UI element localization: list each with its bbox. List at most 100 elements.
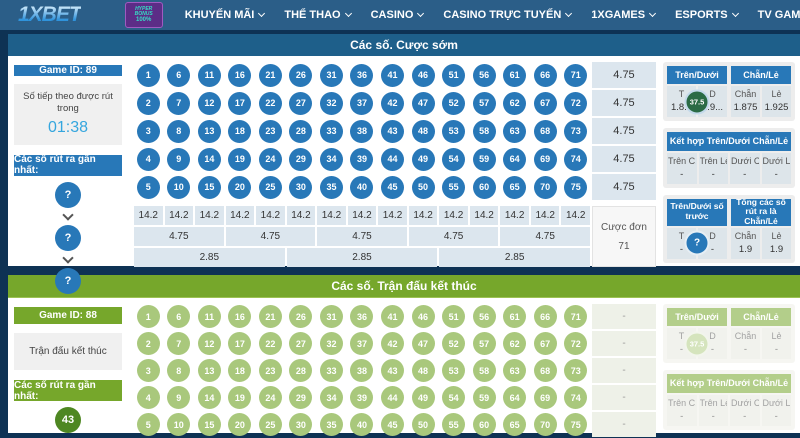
group3-odds-cell[interactable]: 4.75 — [225, 227, 316, 246]
even-cell[interactable]: Chẵn 1.875 — [731, 86, 760, 118]
group3-odds-cell[interactable]: 4.75 — [408, 227, 499, 246]
column-odds-cell[interactable]: 14.2 — [134, 206, 163, 225]
row-odds-cell[interactable]: 4.75 — [591, 62, 656, 88]
number-47[interactable]: 47 — [411, 332, 435, 355]
number-35[interactable]: 35 — [319, 175, 343, 199]
number-70[interactable]: 70 — [533, 175, 557, 199]
number-42[interactable]: 42 — [381, 91, 405, 115]
number-10[interactable]: 10 — [167, 175, 191, 199]
number-22[interactable]: 22 — [258, 332, 282, 355]
column-odds-cell[interactable]: 14.2 — [530, 206, 560, 225]
number-25[interactable]: 25 — [258, 413, 282, 436]
number-34[interactable]: 34 — [319, 147, 343, 171]
nav-item-khuy-n-m-i[interactable]: KHUYẾN MÃI — [185, 9, 266, 21]
number-67[interactable]: 67 — [533, 332, 557, 355]
row-odds-cell[interactable]: 4.75 — [591, 90, 656, 116]
number-17[interactable]: 17 — [228, 332, 252, 355]
number-18[interactable]: 18 — [228, 119, 252, 143]
number-4[interactable]: 4 — [136, 386, 160, 409]
number-36[interactable]: 36 — [350, 305, 374, 328]
odd-cell[interactable]: Lẻ 1.925 — [762, 86, 791, 118]
column-odds-cell[interactable]: 14.2 — [164, 206, 194, 225]
number-30[interactable]: 30 — [289, 175, 313, 199]
number-63[interactable]: 63 — [503, 119, 527, 143]
number-61[interactable]: 61 — [503, 305, 527, 328]
number-51[interactable]: 51 — [442, 305, 466, 328]
number-39[interactable]: 39 — [350, 147, 374, 171]
group3-odds-cell[interactable]: 4.75 — [500, 227, 590, 246]
number-37[interactable]: 37 — [350, 91, 374, 115]
number-3[interactable]: 3 — [136, 359, 160, 382]
number-38[interactable]: 38 — [350, 119, 374, 143]
number-54[interactable]: 54 — [442, 147, 466, 171]
number-11[interactable]: 11 — [197, 63, 221, 87]
number-68[interactable]: 68 — [533, 359, 557, 382]
number-66[interactable]: 66 — [533, 305, 557, 328]
number-75[interactable]: 75 — [564, 413, 588, 436]
number-44[interactable]: 44 — [381, 386, 405, 409]
column-odds-cell[interactable]: 14.2 — [469, 206, 499, 225]
number-62[interactable]: 62 — [503, 332, 527, 355]
number-26[interactable]: 26 — [289, 63, 313, 87]
brand-logo[interactable]: 1XBET — [18, 3, 82, 26]
number-45[interactable]: 45 — [381, 175, 405, 199]
number-50[interactable]: 50 — [411, 413, 435, 436]
group5-odds-cell[interactable]: 2.85 — [134, 248, 285, 267]
number-29[interactable]: 29 — [289, 147, 313, 171]
column-odds-cell[interactable]: 14.2 — [439, 206, 468, 225]
number-53[interactable]: 53 — [442, 119, 466, 143]
number-47[interactable]: 47 — [411, 91, 435, 115]
number-48[interactable]: 48 — [411, 119, 435, 143]
number-41[interactable]: 41 — [381, 63, 405, 87]
number-45[interactable]: 45 — [381, 413, 405, 436]
column-odds-cell[interactable]: 14.2 — [286, 206, 316, 225]
number-69[interactable]: 69 — [533, 386, 557, 409]
number-27[interactable]: 27 — [289, 332, 313, 355]
number-33[interactable]: 33 — [319, 119, 343, 143]
number-10[interactable]: 10 — [167, 413, 191, 436]
number-13[interactable]: 13 — [197, 359, 221, 382]
number-40[interactable]: 40 — [350, 175, 374, 199]
number-15[interactable]: 15 — [197, 413, 221, 436]
number-63[interactable]: 63 — [503, 359, 527, 382]
number-40[interactable]: 40 — [350, 413, 374, 436]
number-12[interactable]: 12 — [197, 91, 221, 115]
number-23[interactable]: 23 — [258, 359, 282, 382]
number-44[interactable]: 44 — [381, 147, 405, 171]
number-72[interactable]: 72 — [564, 91, 588, 115]
number-74[interactable]: 74 — [564, 386, 588, 409]
number-69[interactable]: 69 — [533, 147, 557, 171]
number-72[interactable]: 72 — [564, 332, 588, 355]
number-21[interactable]: 21 — [258, 63, 282, 87]
nav-item-casino-tr-c-tuy-n[interactable]: CASINO TRỰC TUYẾN — [443, 9, 573, 21]
row-odds-cell[interactable]: 4.75 — [591, 174, 656, 200]
number-33[interactable]: 33 — [319, 359, 343, 382]
number-14[interactable]: 14 — [197, 386, 221, 409]
row-odds-cell[interactable]: 4.75 — [591, 146, 656, 172]
number-2[interactable]: 2 — [136, 91, 160, 115]
number-20[interactable]: 20 — [228, 175, 252, 199]
number-38[interactable]: 38 — [350, 359, 374, 382]
number-5[interactable]: 5 — [136, 175, 160, 199]
number-46[interactable]: 46 — [411, 305, 435, 328]
number-56[interactable]: 56 — [472, 63, 496, 87]
number-24[interactable]: 24 — [258, 147, 282, 171]
number-42[interactable]: 42 — [381, 332, 405, 355]
number-24[interactable]: 24 — [258, 386, 282, 409]
number-53[interactable]: 53 — [442, 359, 466, 382]
column-odds-cell[interactable]: 14.2 — [561, 206, 590, 225]
number-18[interactable]: 18 — [228, 359, 252, 382]
nav-item-esports[interactable]: ESPORTS — [675, 9, 739, 21]
number-32[interactable]: 32 — [319, 332, 343, 355]
number-66[interactable]: 66 — [533, 63, 557, 87]
number-65[interactable]: 65 — [503, 413, 527, 436]
number-5[interactable]: 5 — [136, 413, 160, 436]
number-43[interactable]: 43 — [381, 359, 405, 382]
number-46[interactable]: 46 — [411, 63, 435, 87]
number-19[interactable]: 19 — [228, 147, 252, 171]
number-6[interactable]: 6 — [167, 63, 191, 87]
column-odds-cell[interactable]: 14.2 — [347, 206, 377, 225]
column-odds-cell[interactable]: 14.2 — [378, 206, 407, 225]
number-13[interactable]: 13 — [197, 119, 221, 143]
number-7[interactable]: 7 — [167, 332, 191, 355]
